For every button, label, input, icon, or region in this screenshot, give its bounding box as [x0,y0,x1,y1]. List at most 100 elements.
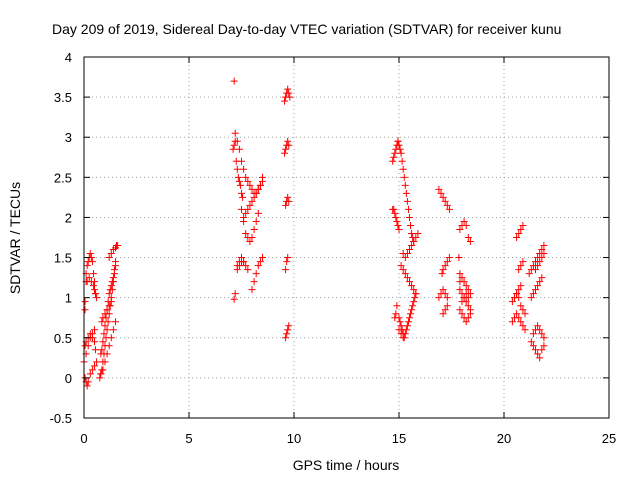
data-point [230,77,238,85]
data-point [103,326,111,334]
data-point [403,322,411,330]
data-point [519,322,527,330]
data-point [464,234,472,241]
data-point [406,278,413,286]
data-point [532,266,539,274]
data-point [517,225,525,233]
data-point [508,318,516,326]
data-point [246,238,254,246]
data-point [250,225,258,233]
data-point [233,137,241,145]
data-point [242,173,250,181]
data-point [284,326,292,334]
data-point [439,266,447,274]
data-point [395,225,403,233]
data-point [98,318,106,326]
data-point [466,310,474,318]
data-point [456,278,464,286]
data-point [286,93,294,101]
data-point [399,165,407,173]
data-point [396,318,404,326]
data-point [285,141,293,149]
data-point [536,258,544,266]
data-point [86,250,94,258]
data-point [252,217,260,225]
data-point [106,286,114,294]
data-point [109,274,117,282]
data-point [527,338,535,346]
data-point [83,262,91,270]
data-point [88,258,96,266]
data-point [414,229,422,237]
data-point [244,205,252,213]
data-point [445,254,453,262]
data-point [515,314,523,322]
data-point [91,326,98,334]
data-point [462,290,470,298]
data-point [529,330,537,338]
data-point [107,298,115,306]
data-point [92,346,100,354]
data-point [400,173,408,181]
data-point [98,346,106,354]
y-tick-label: 2.5 [54,170,72,185]
data-point [517,282,525,290]
data-point [408,282,416,290]
data-point [246,201,254,209]
data-point [435,294,443,302]
y-tick-labels: -0.5 0 0.5 1 1.5 2 2.5 3 3.5 4 [50,50,72,426]
data-point [406,213,413,221]
data-point [87,278,95,286]
data-point [81,298,89,306]
data-point [284,85,292,93]
data-point [409,302,417,310]
data-point [389,157,397,165]
data-point [412,290,420,298]
data-point [540,250,548,258]
data-point [458,310,466,318]
data-point [394,221,402,229]
data-point [521,326,529,334]
data-point [402,326,410,334]
data-point [107,334,115,342]
data-point [240,165,248,173]
data-point [99,314,107,322]
data-point [443,258,451,266]
data-point [401,270,409,278]
data-point [412,234,420,241]
data-point [529,290,537,298]
data-point [238,205,245,213]
data-point [401,254,409,262]
data-point [540,342,548,350]
data-point [441,197,449,205]
x-tick-label: 25 [602,431,616,446]
data-point [515,266,523,274]
data-point [114,242,122,250]
data-point [443,201,451,209]
data-point [85,274,93,282]
x-axis-label: GPS time / hours [293,457,400,473]
data-point [464,302,472,310]
data-point [439,286,447,294]
data-point [534,350,542,358]
data-point [105,342,113,350]
data-point [538,254,546,262]
data-point [527,294,535,302]
data-point [515,286,523,294]
grid [84,57,609,418]
data-point [519,258,527,266]
data-point [410,286,418,294]
data-point [462,221,470,229]
y-tick-label: 1 [65,291,72,306]
data-point [109,326,117,334]
data-point [230,141,238,149]
data-point [391,314,399,322]
data-point [234,173,242,181]
data-point [441,306,449,314]
data-point [406,314,413,322]
data-point [254,262,262,270]
data-point [240,258,248,266]
data-point [462,318,470,326]
data-point [435,185,443,193]
